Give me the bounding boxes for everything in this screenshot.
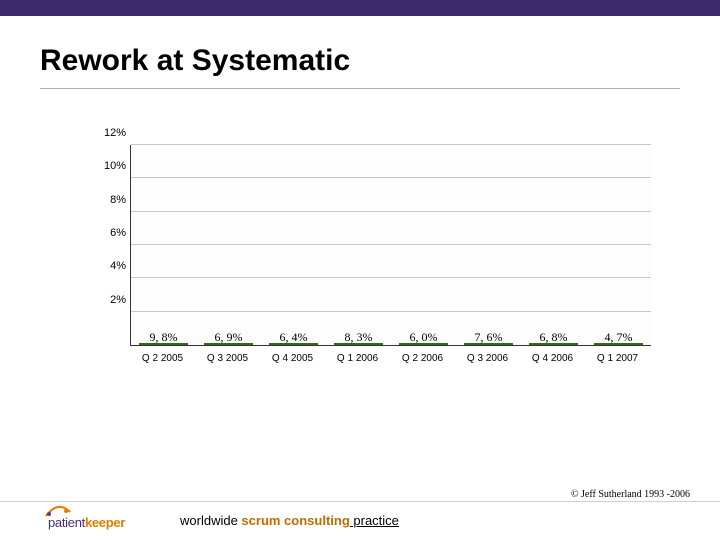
xtick-label: Q 4 2006 <box>520 353 585 364</box>
tagline-em: scrum consulting <box>241 513 349 528</box>
accent-bar <box>0 0 720 16</box>
xtick-label: Q 1 2006 <box>325 353 390 364</box>
footer-tagline: worldwide scrum consulting practice <box>180 513 399 528</box>
xtick-label: Q 1 2007 <box>585 353 650 364</box>
tagline-pre: worldwide <box>180 513 241 528</box>
logo-word-a: patient <box>48 515 85 530</box>
title-underline <box>40 88 680 89</box>
ytick-label: 8% <box>90 194 126 206</box>
bars-container: 9, 8% 6, 9% 6, 4% 8, 3% 6, 0% 7, 6% <box>131 145 651 345</box>
bar-value-label: 4, 7% <box>605 330 633 345</box>
xtick-label: Q 2 2005 <box>130 353 195 364</box>
footer-divider <box>0 501 720 502</box>
ytick-label: 4% <box>90 260 126 272</box>
logo-text: patientkeeper <box>48 515 125 530</box>
xtick-label: Q 4 2005 <box>260 353 325 364</box>
ytick-label: 12% <box>90 127 126 139</box>
page-title: Rework at Systematic <box>40 44 350 78</box>
ytick-label: 2% <box>90 294 126 306</box>
bar-value-label: 6, 8% <box>540 330 568 345</box>
xaxis: Q 2 2005 Q 3 2005 Q 4 2005 Q 1 2006 Q 2 … <box>130 353 650 367</box>
xtick-label: Q 3 2006 <box>455 353 520 364</box>
bar-value-label: 8, 3% <box>345 330 373 345</box>
logo-word-b: keeper <box>85 515 125 530</box>
ytick-label: 6% <box>90 227 126 239</box>
bar-value-label: 6, 4% <box>280 330 308 345</box>
bar-value-label: 9, 8% <box>150 330 178 345</box>
bar-value-label: 7, 6% <box>475 330 503 345</box>
ytick-label: 10% <box>90 160 126 172</box>
tagline-post: practice <box>350 513 399 528</box>
bar-value-label: 6, 9% <box>215 330 243 345</box>
bar-value-label: 6, 0% <box>410 330 438 345</box>
xtick-label: Q 3 2005 <box>195 353 260 364</box>
plot-area: 9, 8% 6, 9% 6, 4% 8, 3% 6, 0% 7, 6% <box>130 145 651 346</box>
copyright-text: © Jeff Sutherland 1993 -2006 <box>571 489 690 500</box>
xtick-label: Q 2 2006 <box>390 353 455 364</box>
rework-chart: 9, 8% 6, 9% 6, 4% 8, 3% 6, 0% 7, 6% <box>90 145 650 345</box>
